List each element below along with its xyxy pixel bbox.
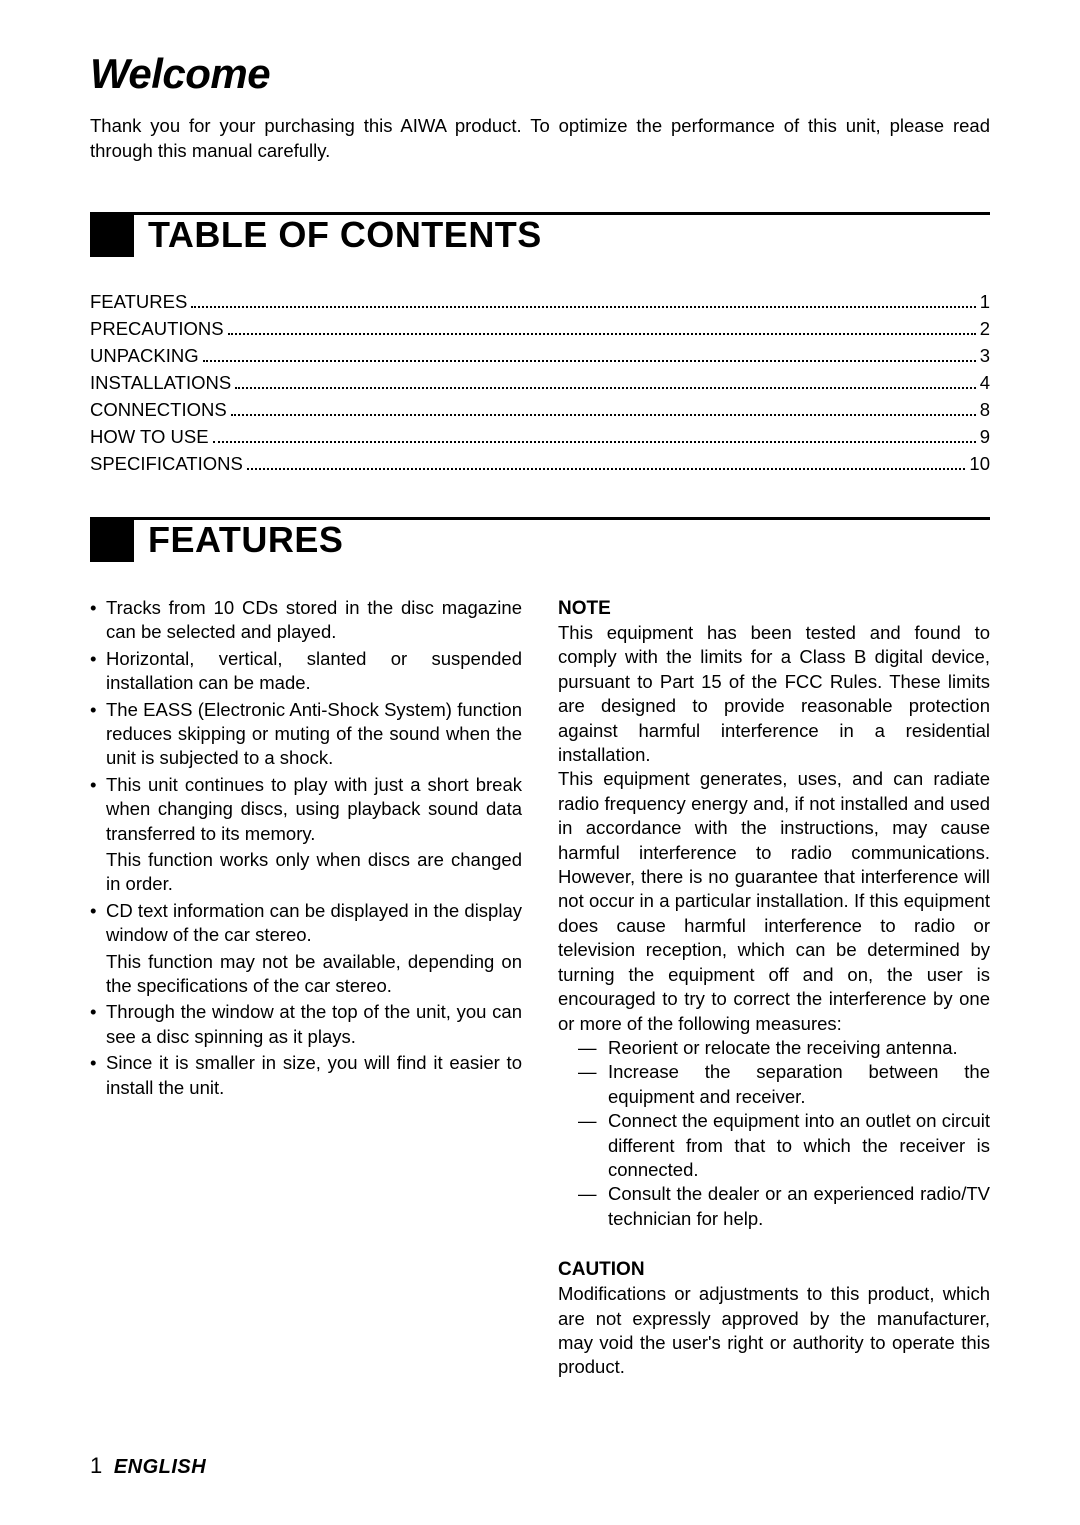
toc-label: FEATURES xyxy=(90,291,187,313)
welcome-text: Thank you for your purchasing this AIWA … xyxy=(90,114,990,164)
toc-row: SPECIFICATIONS 10 xyxy=(90,453,990,475)
section-header: TABLE OF CONTENTS xyxy=(90,213,990,257)
features-list: Tracks from 10 CDs stored in the disc ma… xyxy=(90,596,522,846)
features-columns: Tracks from 10 CDs stored in the disc ma… xyxy=(90,596,990,1380)
caution-text: Modifications or adjustments to this pro… xyxy=(558,1282,990,1380)
toc-label: UNPACKING xyxy=(90,345,199,367)
toc-page: 3 xyxy=(980,345,990,367)
toc-row: PRECAUTIONS 2 xyxy=(90,318,990,340)
toc-page: 1 xyxy=(980,291,990,313)
toc-dots xyxy=(247,468,966,470)
toc-label: HOW TO USE xyxy=(90,426,209,448)
note-measures-list: Reorient or relocate the receiving anten… xyxy=(558,1036,990,1231)
toc-row: CONNECTIONS 8 xyxy=(90,399,990,421)
toc-label: INSTALLATIONS xyxy=(90,372,231,394)
features-section: FEATURES Tracks from 10 CDs stored in th… xyxy=(90,517,990,1380)
toc-label: PRECAUTIONS xyxy=(90,318,224,340)
feature-subtext: This function may not be available, depe… xyxy=(90,950,522,999)
note-measure-item: Reorient or relocate the receiving anten… xyxy=(578,1036,990,1060)
toc-row: FEATURES 1 xyxy=(90,291,990,313)
feature-item: Through the window at the top of the uni… xyxy=(90,1000,522,1049)
features-heading: FEATURES xyxy=(148,519,343,561)
note-paragraph: This equipment has been tested and found… xyxy=(558,621,990,767)
toc-heading: TABLE OF CONTENTS xyxy=(148,214,542,256)
note-measure-item: Increase the separation between the equi… xyxy=(578,1060,990,1109)
toc-label: CONNECTIONS xyxy=(90,399,227,421)
feature-subtext: This function works only when discs are … xyxy=(90,848,522,897)
toc-row: INSTALLATIONS 4 xyxy=(90,372,990,394)
section-block-icon xyxy=(90,213,134,257)
toc-page: 9 xyxy=(980,426,990,448)
features-left-column: Tracks from 10 CDs stored in the disc ma… xyxy=(90,596,522,1380)
page-number: 1 xyxy=(90,1453,102,1478)
toc-page: 2 xyxy=(980,318,990,340)
toc-page: 8 xyxy=(980,399,990,421)
feature-item: Horizontal, vertical, slanted or suspend… xyxy=(90,647,522,696)
caution-heading: CAUTION xyxy=(558,1257,990,1282)
feature-item: This unit continues to play with just a … xyxy=(90,773,522,846)
note-paragraph: This equipment generates, uses, and can … xyxy=(558,767,990,1035)
feature-item: The EASS (Electronic Anti-Shock System) … xyxy=(90,698,522,771)
note-block: NOTE This equipment has been tested and … xyxy=(558,596,990,1231)
toc-dots xyxy=(191,306,975,308)
note-measure-item: Consult the dealer or an experienced rad… xyxy=(578,1182,990,1231)
features-right-column: NOTE This equipment has been tested and … xyxy=(558,596,990,1380)
section-header: FEATURES xyxy=(90,518,990,562)
language-label: ENGLISH xyxy=(114,1456,206,1478)
toc-row: HOW TO USE 9 xyxy=(90,426,990,448)
features-list: Through the window at the top of the uni… xyxy=(90,1000,522,1100)
toc-dots xyxy=(231,414,976,416)
toc-page: 10 xyxy=(969,453,990,475)
toc-row: UNPACKING 3 xyxy=(90,345,990,367)
note-heading: NOTE xyxy=(558,596,990,621)
toc-list: FEATURES 1 PRECAUTIONS 2 UNPACKING 3 INSTAL… xyxy=(90,291,990,475)
toc-page: 4 xyxy=(980,372,990,394)
feature-item: Since it is smaller in size, you will fi… xyxy=(90,1051,522,1100)
toc-dots xyxy=(235,387,976,389)
section-block-icon xyxy=(90,518,134,562)
toc-dots xyxy=(203,360,976,362)
feature-item: Tracks from 10 CDs stored in the disc ma… xyxy=(90,596,522,645)
features-list: CD text information can be displayed in … xyxy=(90,899,522,948)
note-measure-item: Connect the equipment into an outlet on … xyxy=(578,1109,990,1182)
welcome-title: Welcome xyxy=(90,50,990,98)
toc-dots xyxy=(228,333,976,335)
toc-dots xyxy=(213,441,976,443)
caution-block: CAUTION Modifications or adjustments to … xyxy=(558,1257,990,1380)
toc-label: SPECIFICATIONS xyxy=(90,453,243,475)
feature-item: CD text information can be displayed in … xyxy=(90,899,522,948)
page-footer: 1 ENGLISH xyxy=(90,1453,206,1479)
toc-section: TABLE OF CONTENTS FEATURES 1 PRECAUTIONS 2… xyxy=(90,212,990,475)
